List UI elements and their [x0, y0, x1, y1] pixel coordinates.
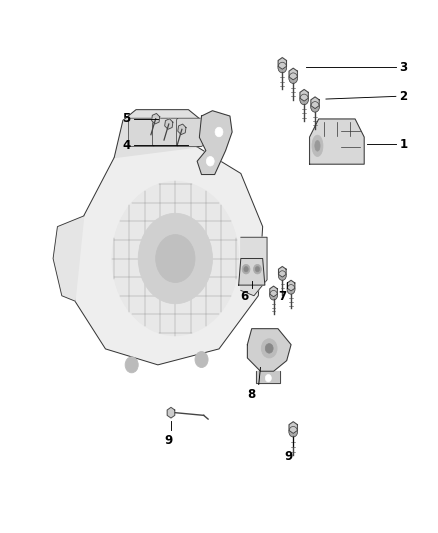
- Polygon shape: [279, 266, 286, 277]
- Circle shape: [265, 374, 272, 382]
- Text: 3: 3: [399, 61, 407, 74]
- Text: 9: 9: [164, 434, 173, 447]
- Circle shape: [195, 352, 208, 368]
- Polygon shape: [114, 110, 219, 158]
- FancyBboxPatch shape: [177, 118, 203, 147]
- Circle shape: [279, 271, 286, 280]
- Circle shape: [244, 266, 248, 272]
- Polygon shape: [152, 114, 160, 124]
- Text: 2: 2: [399, 90, 407, 103]
- Polygon shape: [289, 422, 297, 433]
- Text: 6: 6: [240, 290, 248, 303]
- FancyBboxPatch shape: [152, 118, 179, 147]
- Polygon shape: [311, 97, 319, 109]
- Text: 9: 9: [285, 450, 293, 463]
- Ellipse shape: [315, 141, 320, 151]
- Polygon shape: [278, 58, 286, 69]
- Circle shape: [155, 235, 195, 282]
- Polygon shape: [300, 90, 308, 101]
- Text: 5: 5: [122, 112, 131, 125]
- Circle shape: [289, 426, 297, 437]
- Circle shape: [278, 62, 286, 73]
- Polygon shape: [71, 136, 263, 365]
- Circle shape: [311, 102, 319, 112]
- Polygon shape: [256, 371, 280, 383]
- Circle shape: [270, 290, 278, 300]
- Text: 7: 7: [278, 290, 286, 303]
- Polygon shape: [241, 237, 267, 296]
- Circle shape: [300, 94, 308, 104]
- Circle shape: [206, 157, 214, 166]
- Polygon shape: [310, 119, 364, 164]
- Circle shape: [138, 213, 212, 304]
- Circle shape: [112, 181, 239, 336]
- Text: 8: 8: [247, 387, 256, 401]
- Text: 1: 1: [399, 138, 407, 151]
- Circle shape: [265, 344, 273, 353]
- FancyBboxPatch shape: [129, 118, 155, 147]
- Polygon shape: [270, 286, 277, 297]
- Circle shape: [242, 264, 250, 274]
- Polygon shape: [247, 329, 291, 371]
- Circle shape: [125, 357, 138, 373]
- Circle shape: [289, 73, 297, 83]
- Polygon shape: [197, 111, 232, 174]
- Polygon shape: [167, 407, 175, 418]
- Circle shape: [254, 264, 261, 274]
- Polygon shape: [165, 119, 173, 130]
- Text: 4: 4: [122, 139, 131, 152]
- Ellipse shape: [312, 135, 323, 157]
- Circle shape: [255, 266, 260, 272]
- Polygon shape: [53, 216, 84, 301]
- Polygon shape: [239, 259, 265, 285]
- Polygon shape: [287, 280, 295, 291]
- Circle shape: [287, 285, 295, 294]
- Polygon shape: [178, 124, 186, 134]
- Circle shape: [261, 339, 277, 358]
- Polygon shape: [289, 68, 297, 80]
- Circle shape: [215, 127, 223, 137]
